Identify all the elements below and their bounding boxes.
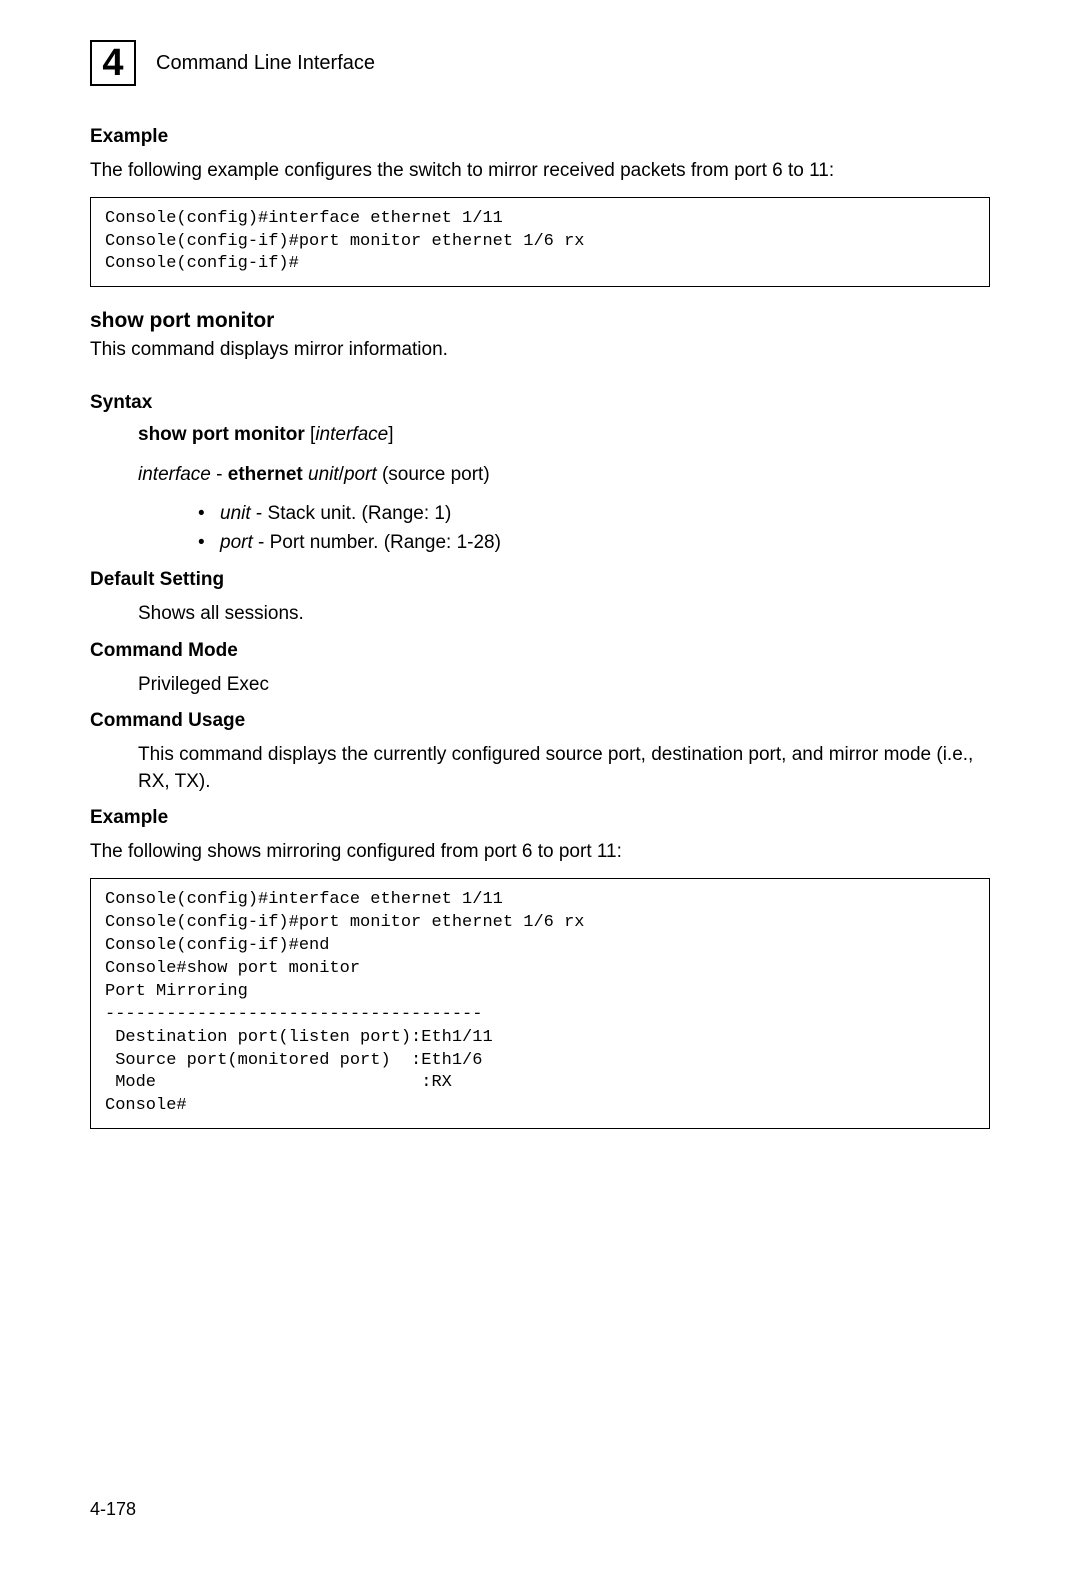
bullet-rest-1: - Port number. (Range: 1-28) (253, 532, 501, 553)
syntax-heading: Syntax (90, 392, 990, 414)
chapter-icon: 4 (90, 40, 136, 86)
chapter-number: 4 (102, 44, 123, 82)
page-number: 4-178 (90, 1499, 136, 1520)
default-heading: Default Setting (90, 569, 990, 591)
bullet-port: port - Port number. (Range: 1-28) (198, 529, 990, 558)
syntax-unit: unit (308, 464, 339, 485)
example-heading-1: Example (90, 126, 990, 148)
page-header: 4 Command Line Interface (90, 40, 990, 86)
running-header-title: Command Line Interface (156, 52, 375, 75)
syntax-ethernet: ethernet (228, 464, 303, 485)
syntax-cmd: show port monitor (138, 424, 305, 445)
example-intro-1: The following example configures the swi… (90, 158, 990, 185)
syntax-bracket-close: ] (388, 424, 393, 445)
syntax-tail: (source port) (377, 464, 490, 485)
bullet-rest-0: - Stack unit. (Range: 1) (251, 503, 452, 524)
mode-text: Privileged Exec (138, 672, 990, 699)
example-intro-2: The following shows mirroring configured… (90, 839, 990, 866)
bullet-term-1: port (220, 532, 253, 553)
bullet-term-0: unit (220, 503, 251, 524)
syntax-interface: interface (138, 464, 211, 485)
syntax-line-1: show port monitor [interface] (138, 424, 990, 446)
example-heading-2: Example (90, 807, 990, 829)
code-block-2: Console(config)#interface ethernet 1/11 … (90, 878, 990, 1129)
bullet-unit: unit - Stack unit. (Range: 1) (198, 500, 990, 529)
default-text: Shows all sessions. (138, 601, 990, 628)
code-block-1: Console(config)#interface ethernet 1/11 … (90, 197, 990, 288)
syntax-port: port (344, 464, 377, 485)
syntax-param: interface (315, 424, 388, 445)
command-name: show port monitor (90, 309, 990, 333)
mode-heading: Command Mode (90, 640, 990, 662)
usage-heading: Command Usage (90, 710, 990, 732)
command-desc: This command displays mirror information… (90, 337, 990, 364)
syntax-line-2: interface - ethernet unit/port (source p… (138, 464, 990, 486)
syntax-sep: - (211, 464, 228, 485)
usage-text: This command displays the currently conf… (138, 742, 990, 795)
syntax-bullets: unit - Stack unit. (Range: 1) port - Por… (198, 500, 990, 557)
